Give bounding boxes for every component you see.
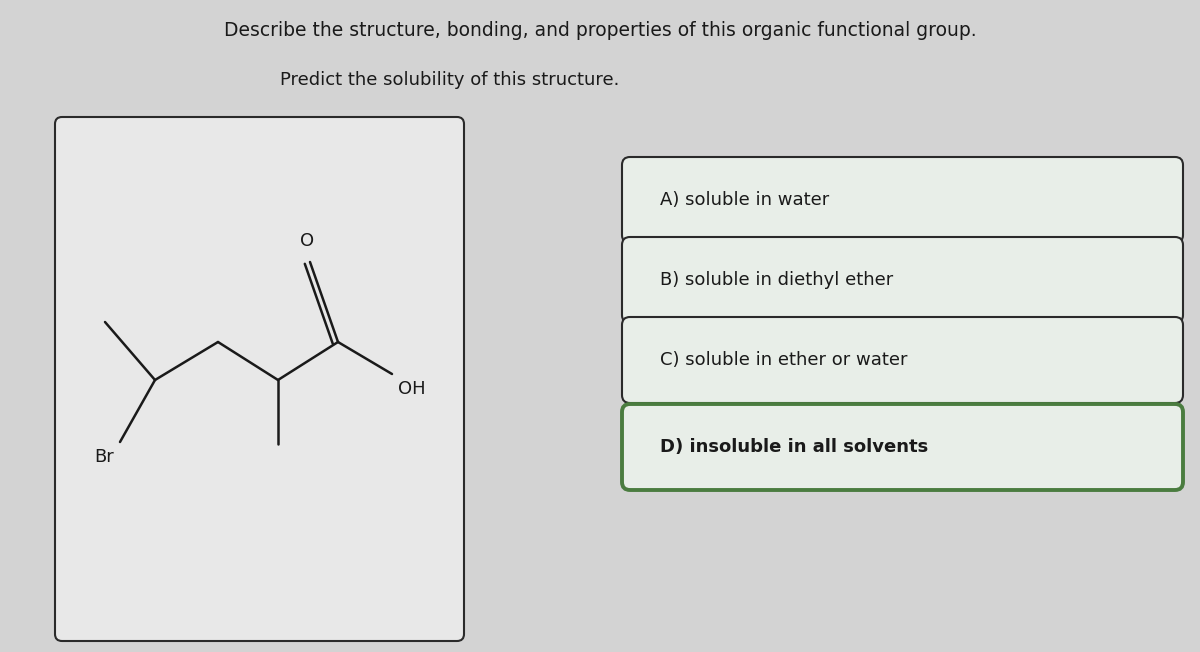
Text: Predict the solubility of this structure.: Predict the solubility of this structure… bbox=[281, 71, 619, 89]
FancyBboxPatch shape bbox=[55, 117, 464, 641]
FancyBboxPatch shape bbox=[622, 237, 1183, 323]
Text: B) soluble in diethyl ether: B) soluble in diethyl ether bbox=[660, 271, 893, 289]
FancyBboxPatch shape bbox=[622, 404, 1183, 490]
Text: C) soluble in ether or water: C) soluble in ether or water bbox=[660, 351, 907, 369]
FancyBboxPatch shape bbox=[622, 317, 1183, 403]
Text: D) insoluble in all solvents: D) insoluble in all solvents bbox=[660, 438, 929, 456]
Text: O: O bbox=[300, 232, 314, 250]
Text: OH: OH bbox=[398, 380, 426, 398]
Text: Describe the structure, bonding, and properties of this organic functional group: Describe the structure, bonding, and pro… bbox=[223, 20, 977, 40]
Text: A) soluble in water: A) soluble in water bbox=[660, 191, 829, 209]
FancyBboxPatch shape bbox=[622, 157, 1183, 243]
Text: Br: Br bbox=[95, 448, 114, 466]
